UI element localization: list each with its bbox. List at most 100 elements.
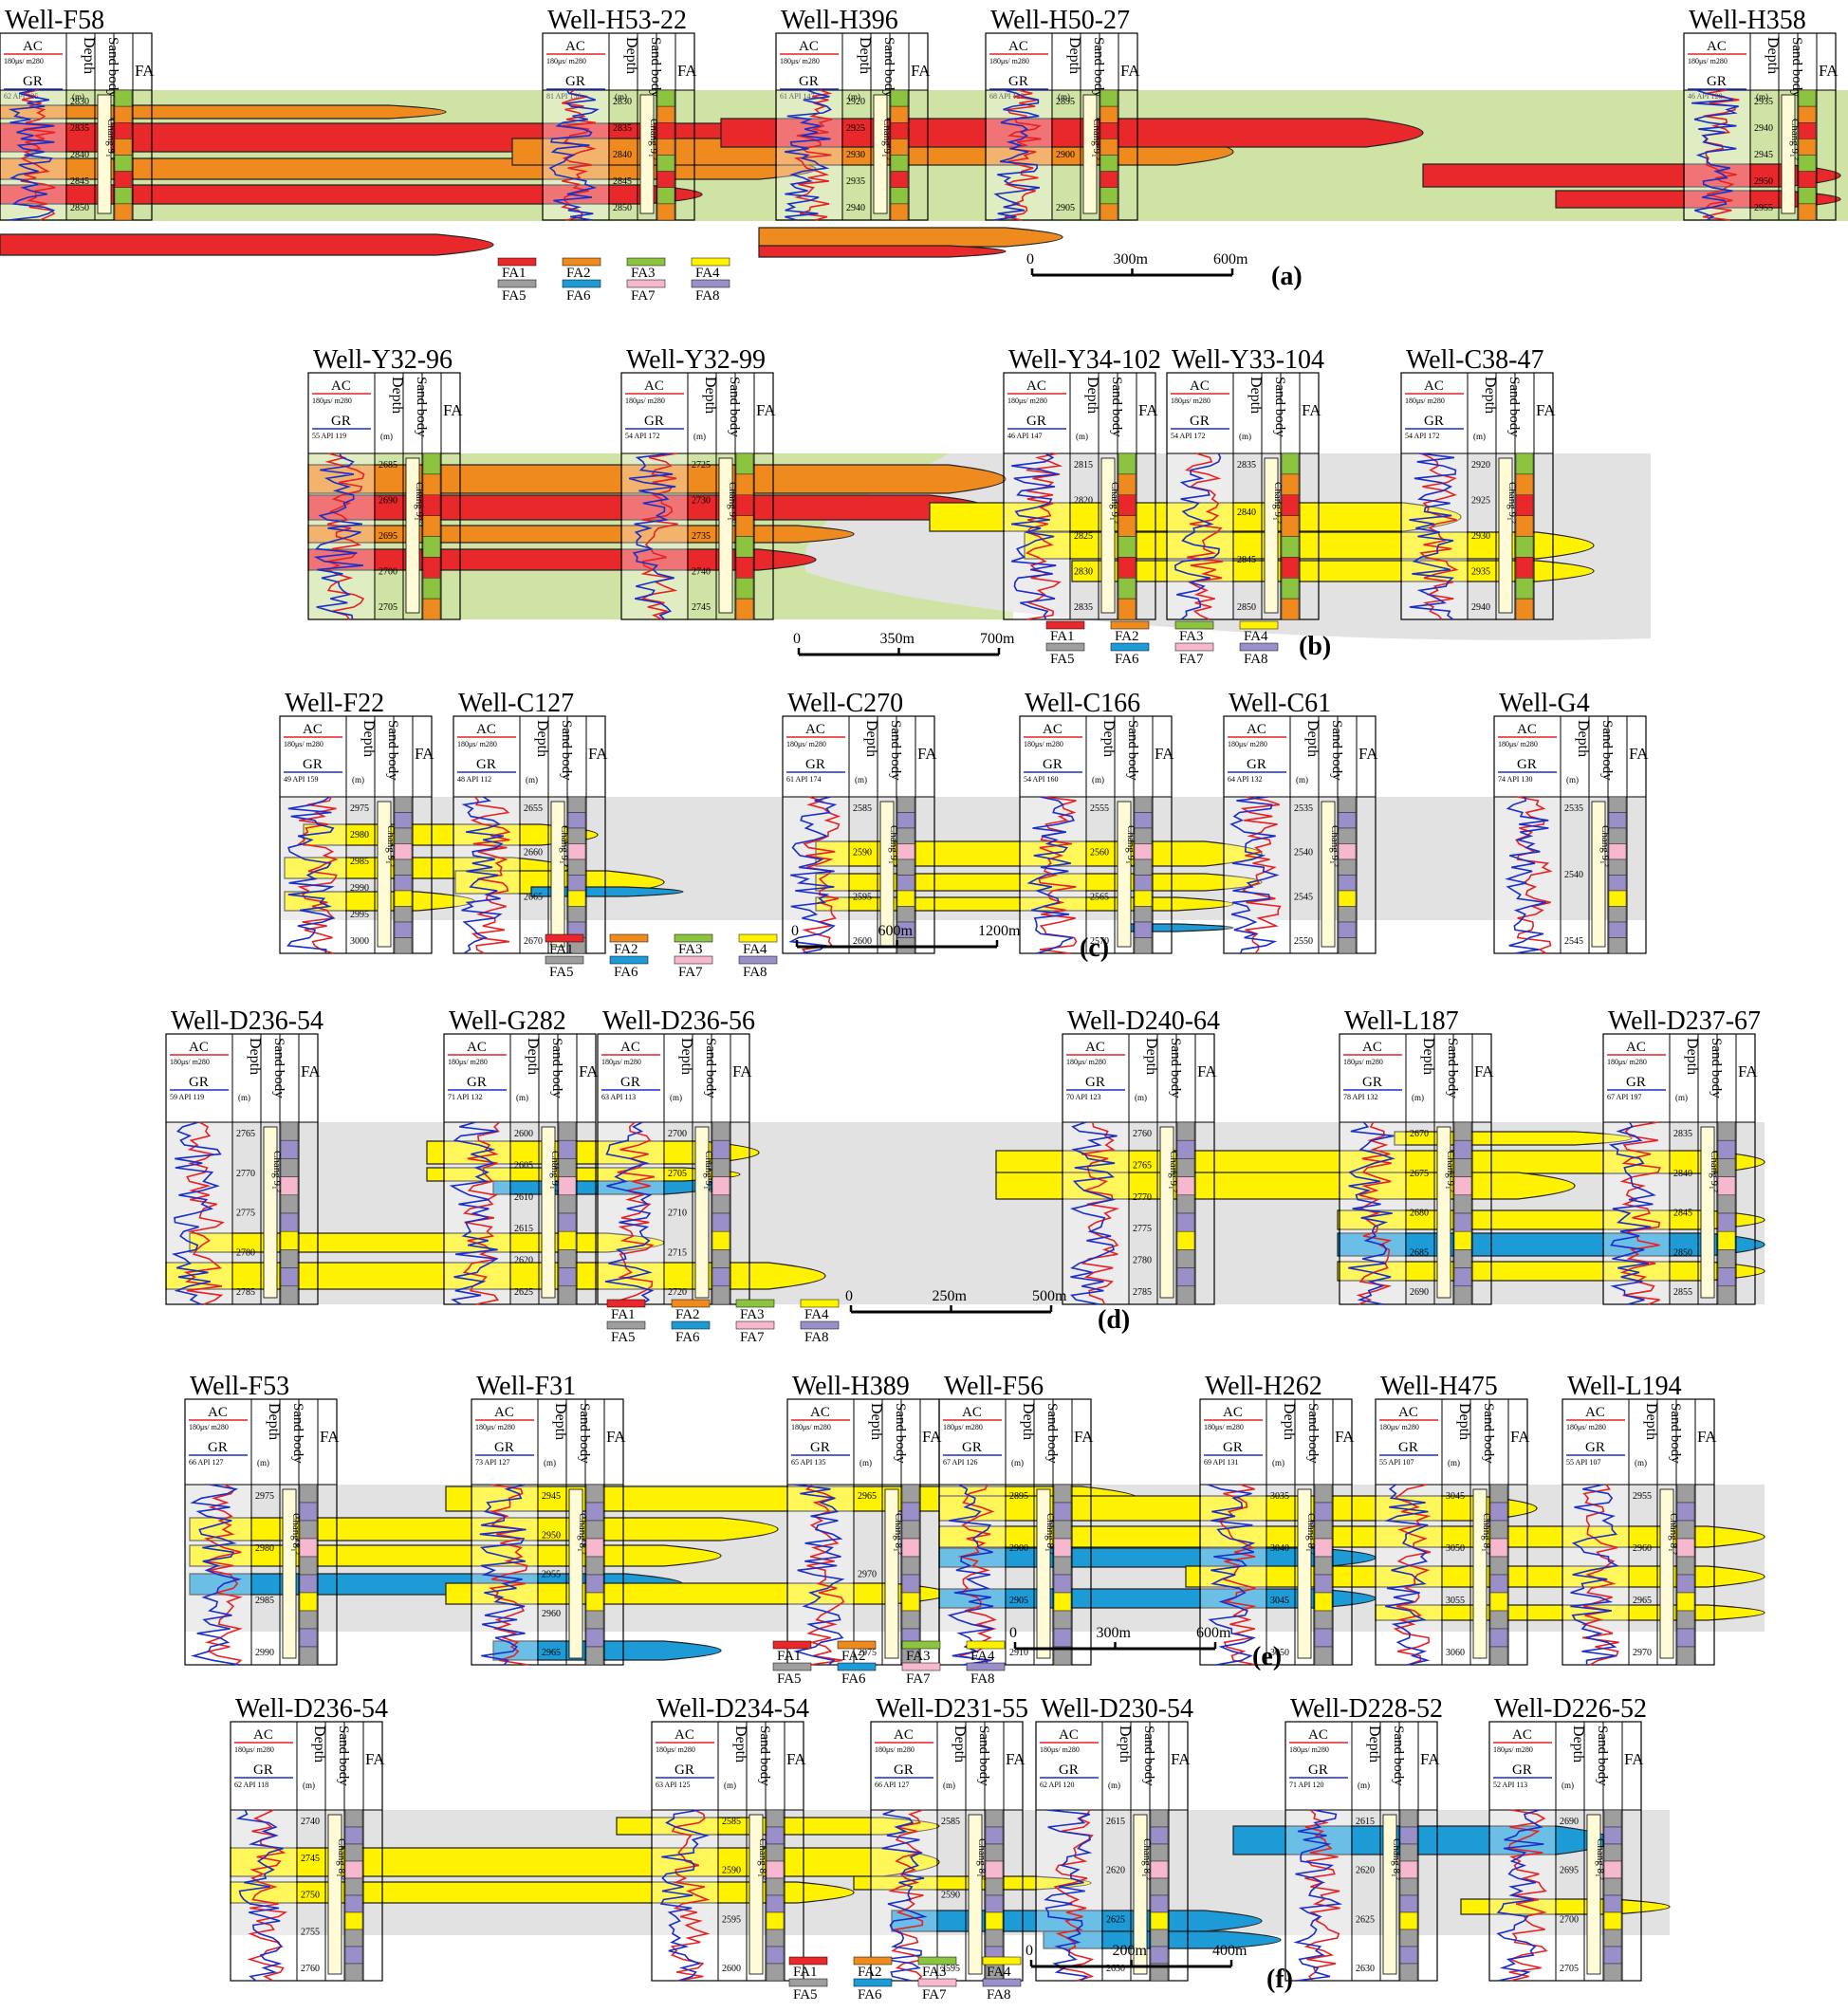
sand-body-header: Sand body [1305,1403,1321,1464]
fa-block-fa8 [1489,1502,1508,1522]
depth-tick: 2935 [1471,567,1490,578]
fa-block-fa8 [585,1628,604,1648]
fa-block-fa5 [1338,906,1357,923]
fa-block-fa5 [558,1285,577,1305]
depth-tick: 2840 [1237,508,1256,518]
fa-block-fa2 [1118,598,1137,620]
ac-label: AC [1190,378,1210,394]
fa-block-fa2 [656,138,675,156]
well-column: Well-H475 AC 180μs/ m280 GR 55 API 107 Depth (… [1375,1372,1530,1666]
well-column: Well-C127 AC 180μs/ m280 GR 48 API 112 Depth (… [453,689,608,954]
gr-curve [788,796,838,954]
well-name: Well-H262 [1205,1372,1322,1401]
fa-block-fa2 [1798,203,1817,221]
gr-curve [449,1121,499,1305]
ac-label: AC [467,1040,487,1055]
fa-block-fa2 [735,598,754,620]
fa-block-fa8 [1603,1894,1622,1913]
well-frame [1199,1398,1353,1666]
sand-body-header: Sand body [1595,1726,1610,1786]
legend-swatch [671,1299,711,1308]
well-column: Well-G4 AC 180μs/ m280 GR 74 API 130 Depth (m)… [1493,689,1649,954]
legend-label: FA2 [841,1649,866,1664]
fa-header: FA [579,1062,599,1080]
ac-range: 180μs/ m280 [1007,397,1047,405]
depth-tick: 2600 [722,1964,741,1974]
ac-label: AC [331,378,351,394]
fa-block-fa5 [1676,1484,1695,1504]
ac-curve [1303,1809,1340,1982]
fa-block-fa5 [1399,1843,1418,1862]
fa-block-fa5 [1489,1556,1508,1576]
well-column: Well-D240-64 AC 180μs/ m280 GR 70 API 123 Dep… [1062,1006,1220,1305]
well-frame [230,1721,383,1982]
depth-unit: (m) [1108,1781,1120,1790]
fa-block-fa7 [1453,1176,1472,1196]
depth-tick: 2895 [1056,97,1075,107]
legend-swatch [901,1662,941,1671]
fa-header: FA [1171,1750,1191,1768]
fa-block-fa5 [985,1809,1004,1828]
gr-label: GR [1398,1440,1418,1455]
depth-tick: 2905 [1056,203,1075,213]
depth-tick: 2620 [1356,1866,1375,1876]
ac-label: AC [1398,1405,1418,1420]
fa-block-fa4 [1603,1911,1622,1930]
gr-curve [1348,1121,1395,1305]
well-name: Well-L194 [1567,1372,1682,1401]
fa-block-fa2 [1281,598,1300,620]
depth-header: Depth [1420,1038,1436,1075]
facies-lobe-fa2 [758,227,1063,248]
sand-body-header: Sand body [1709,1038,1724,1098]
fa-block-fa4 [1053,1592,1072,1612]
gr-range: 81 API 156 [546,92,581,101]
ac-curve [471,796,511,954]
depth-tick: 2715 [668,1247,687,1258]
depth-tick: 2965 [858,1491,877,1502]
ac-range: 180μs/ m280 [4,57,44,65]
panel-c: Well-F22 AC 180μs/ m280 GR 49 API 159 Depth (m… [279,689,1649,980]
fa-block-fa8 [1603,1946,1622,1965]
depth-tick: 3060 [1446,1648,1465,1658]
legend-label: FA4 [804,1307,829,1322]
scale-bar: 0 350m 700m [793,631,1015,656]
fa-block-fa1 [1281,494,1300,516]
fa-block-fa8 [1176,1267,1195,1287]
well-name: Well-D236-56 [602,1006,755,1036]
legend-label: FA4 [987,1965,1011,1980]
fa-header: FA [1536,401,1556,419]
depth-unit: (m) [1011,1458,1024,1467]
legend-label: FA6 [841,1671,866,1687]
scale-bar: 0 200m 400m [1026,1943,1247,1968]
legend-label: FA4 [970,1649,995,1664]
gr-curve [1293,1809,1343,1982]
ac-label: AC [620,1040,640,1055]
fa-block-fa7 [1176,1176,1195,1196]
fa-block-fa5 [1453,1249,1472,1268]
depth-tick: 2740 [301,1817,320,1827]
depth-tick: 2840 [1673,1169,1692,1179]
sand-body-header: Sand body [1506,377,1522,437]
legend-label: FA6 [1115,652,1139,667]
depth-header: Depth [863,720,879,757]
fa-block-fa4 [901,1592,920,1612]
fa-block-fa3 [422,578,441,600]
fa-block-fa5 [280,1194,299,1214]
well-frame [1683,32,1837,221]
fa-block-fa5 [901,1610,920,1630]
fa-block-fa8 [1134,921,1153,938]
scale-label: 250m [933,1288,968,1304]
fa-block-fa8 [567,875,586,892]
sand-body-bar [1498,457,1513,614]
gr-label: GR [620,1075,640,1090]
depth-tick: 2765 [1133,1160,1152,1171]
well-name: Well-Y32-99 [626,345,766,375]
fa-block-fa5 [1717,1249,1736,1268]
gr-label: GR [303,757,323,772]
fa-block-fa2 [1515,598,1534,620]
fa-block-fa8 [1176,1139,1195,1159]
fa-block-fa4 [567,890,586,907]
fa-block-fa8 [394,812,413,829]
depth-tick: 2980 [350,830,369,840]
sand-body-bar [1117,801,1132,948]
